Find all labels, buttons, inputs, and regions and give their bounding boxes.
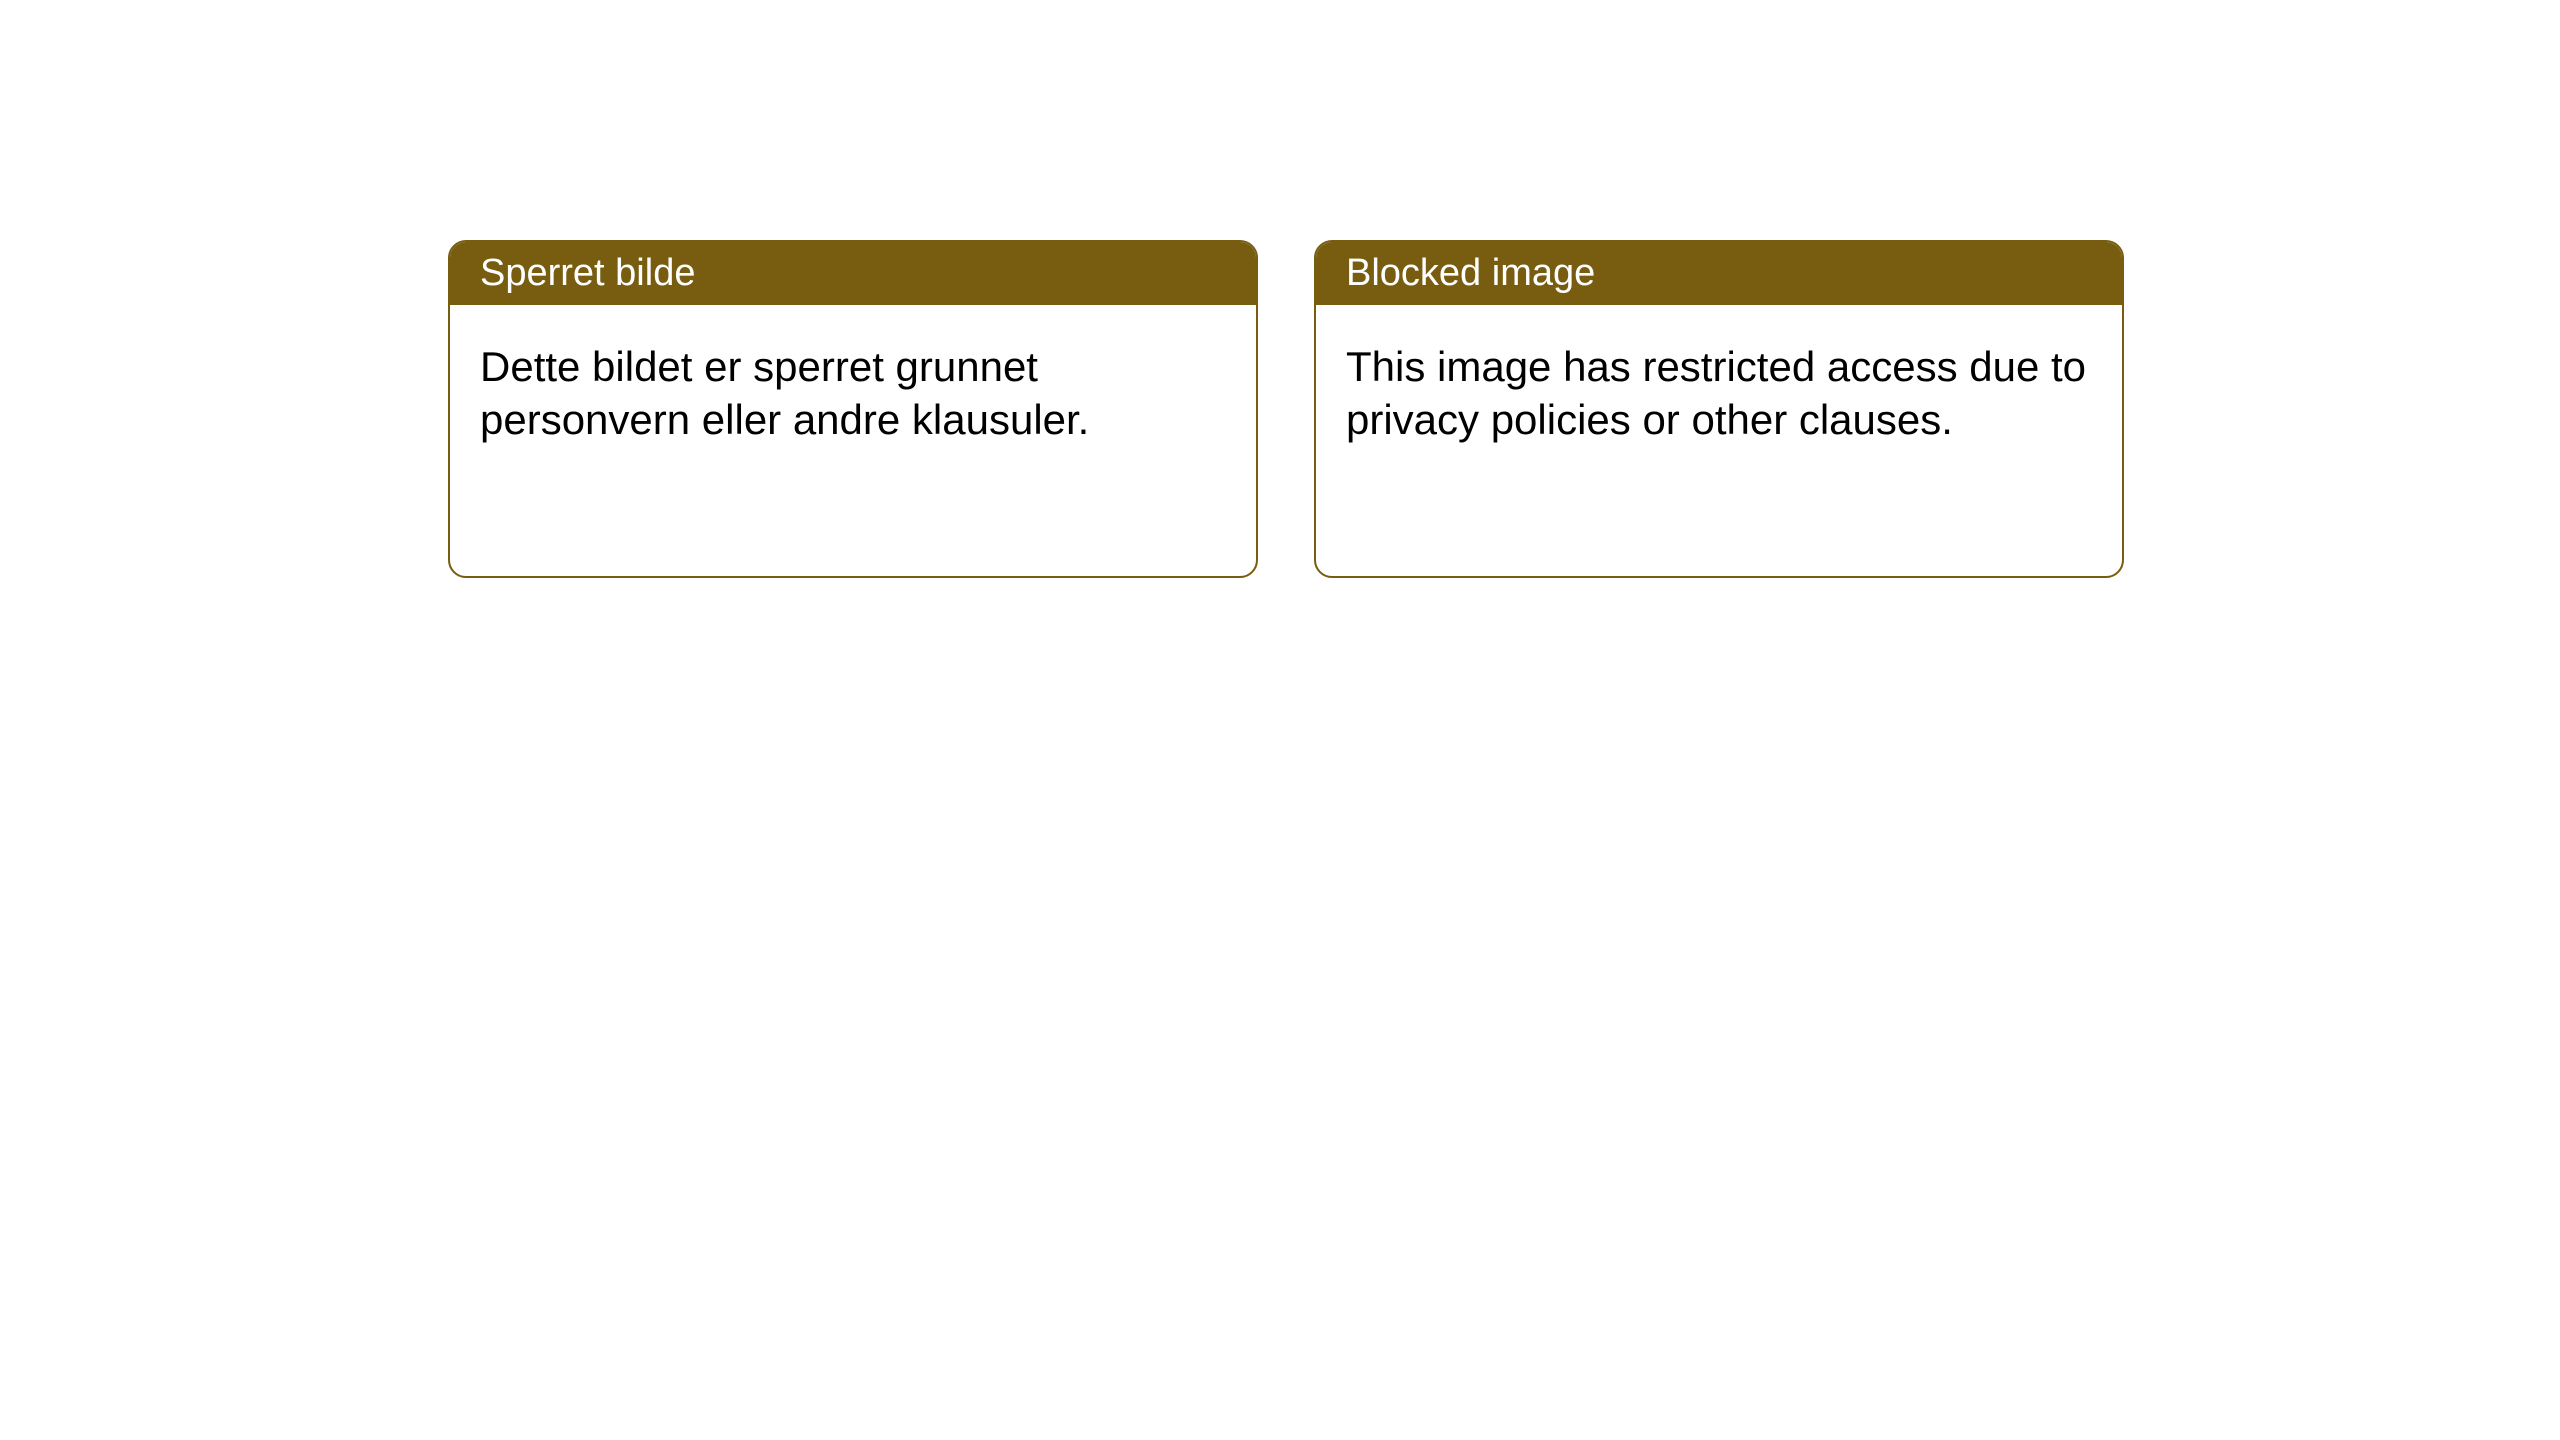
notice-title-english: Blocked image bbox=[1346, 252, 1595, 294]
notice-card-norwegian: Sperret bilde Dette bildet er sperret gr… bbox=[448, 240, 1258, 578]
notice-header-english: Blocked image bbox=[1316, 242, 2122, 305]
notice-text-norwegian: Dette bildet er sperret grunnet personve… bbox=[480, 343, 1089, 443]
notice-cards-container: Sperret bilde Dette bildet er sperret gr… bbox=[448, 240, 2124, 578]
notice-text-english: This image has restricted access due to … bbox=[1346, 343, 2086, 443]
notice-title-norwegian: Sperret bilde bbox=[480, 252, 695, 294]
notice-header-norwegian: Sperret bilde bbox=[450, 242, 1256, 305]
notice-card-english: Blocked image This image has restricted … bbox=[1314, 240, 2124, 578]
notice-body-norwegian: Dette bildet er sperret grunnet personve… bbox=[450, 305, 1256, 482]
notice-body-english: This image has restricted access due to … bbox=[1316, 305, 2122, 482]
